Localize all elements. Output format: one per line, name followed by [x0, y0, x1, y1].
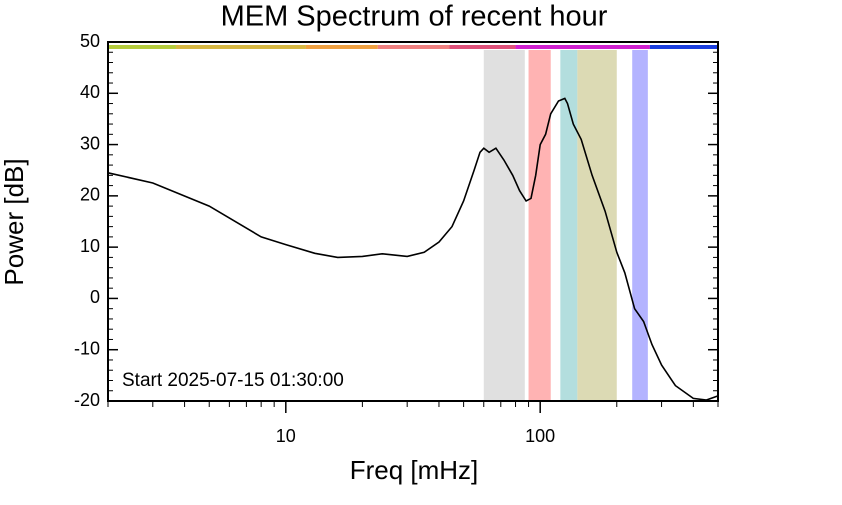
band — [577, 50, 617, 401]
y-tick-label: 0 — [90, 287, 100, 307]
plot-frame — [107, 41, 719, 402]
y-tick-label: 20 — [80, 185, 100, 205]
top-bar-segment — [175, 45, 306, 49]
y-axis-label: Power [dB] — [0, 158, 29, 285]
line — [107, 97, 719, 401]
top-bar-segment — [108, 45, 176, 49]
y-tick-label: 30 — [80, 133, 100, 153]
chart-title: MEM Spectrum of recent hour — [221, 1, 608, 33]
top-bar-segment — [305, 45, 378, 49]
y-tick-label: -20 — [74, 390, 100, 410]
x-tick-label: 100 — [525, 426, 555, 446]
top-bar-segment — [377, 45, 450, 49]
top-bar-segment — [449, 45, 516, 49]
x-axis-label: Freq [mHz] — [350, 455, 479, 485]
y-tick-label: -10 — [74, 338, 100, 358]
band — [560, 50, 578, 401]
y-tick-label: 10 — [80, 236, 100, 256]
x-tick-label: 10 — [276, 426, 296, 446]
y-tick-label: 50 — [80, 31, 100, 51]
top-bar-segment — [649, 45, 718, 49]
annotation: Start 2025-07-15 01:30:00 — [122, 370, 344, 391]
band — [528, 50, 551, 401]
y-tick-label: 40 — [80, 82, 100, 102]
top-bar-segment — [515, 45, 650, 49]
band — [483, 50, 525, 401]
band — [632, 50, 648, 401]
